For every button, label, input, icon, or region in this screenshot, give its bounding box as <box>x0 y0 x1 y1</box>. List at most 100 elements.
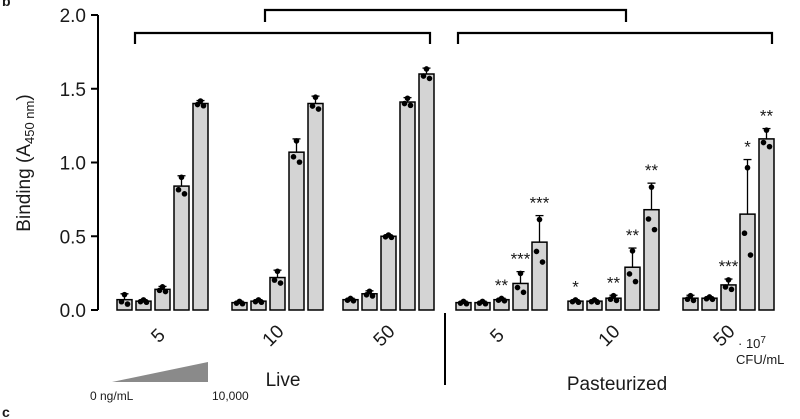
unit-multiplier: · 107 <box>738 335 766 351</box>
y-tick-label: 1.5 <box>60 80 86 101</box>
data-point <box>588 298 595 305</box>
data-point <box>766 143 773 150</box>
data-point <box>420 73 427 79</box>
dose-label: 50 <box>370 321 400 351</box>
data-point <box>476 300 483 306</box>
data-point <box>747 252 754 258</box>
data-point <box>309 103 316 109</box>
data-point <box>233 300 240 306</box>
data-point <box>296 159 303 165</box>
data-point <box>607 296 614 303</box>
data-point <box>760 139 767 146</box>
data-point <box>722 284 729 290</box>
bar <box>739 213 756 311</box>
data-point <box>118 298 125 305</box>
dose-label: 5 <box>147 325 169 347</box>
data-point <box>520 289 527 296</box>
data-point <box>495 297 502 303</box>
condition-label-pasteurized: Pasteurized <box>567 374 667 395</box>
comparison-brackets <box>133 8 774 44</box>
bar <box>380 235 397 311</box>
data-point <box>388 234 395 241</box>
significance-label: *** <box>719 257 739 276</box>
unit-multiplier-base: · 10 <box>738 336 760 351</box>
data-point <box>501 297 508 304</box>
significance-label: ** <box>495 276 509 295</box>
data-point <box>350 297 357 304</box>
data-point <box>156 287 163 294</box>
data-point <box>369 293 376 299</box>
data-point <box>709 296 716 303</box>
data-point <box>407 102 414 109</box>
bar <box>192 102 209 311</box>
data-point <box>121 291 128 298</box>
significance-label: ** <box>607 273 621 292</box>
data-point <box>648 184 655 190</box>
data-point <box>457 300 464 306</box>
data-point <box>517 270 524 277</box>
dose-label: 10 <box>259 321 289 351</box>
data-point <box>274 268 281 275</box>
significance-label: * <box>572 278 579 297</box>
y-axis-label-close: ) <box>14 94 35 100</box>
data-point <box>137 298 144 305</box>
panel-label-c: c <box>2 404 10 419</box>
data-point <box>763 127 770 133</box>
data-point <box>401 100 408 107</box>
data-point <box>426 75 433 82</box>
comparison-bracket <box>456 31 774 44</box>
comparison-bracket <box>263 8 628 22</box>
significance-label: ** <box>626 226 640 245</box>
data-point <box>290 154 297 160</box>
bar <box>399 101 416 311</box>
comparison-bracket <box>133 31 432 44</box>
bar <box>173 185 190 311</box>
bar <box>418 73 435 311</box>
data-point <box>703 295 710 302</box>
data-point <box>162 288 169 295</box>
y-axis-label-subscript: 450 nm <box>22 101 37 144</box>
data-point <box>181 191 188 197</box>
data-point <box>312 94 319 101</box>
y-axis-label-main: Binding (A <box>14 144 35 232</box>
y-tick-label: 0.0 <box>60 301 86 322</box>
data-point <box>423 66 430 72</box>
data-point <box>482 300 489 307</box>
data-point <box>463 300 470 307</box>
data-point <box>194 101 201 108</box>
bar <box>643 208 660 311</box>
y-tick-label: 0.5 <box>60 227 86 248</box>
significance-label: ** <box>645 161 659 180</box>
data-point <box>382 233 389 240</box>
gradient-label-high: 10,000 <box>212 389 249 403</box>
bar <box>758 138 775 311</box>
chart-marks: 5 10 50********5* ******10******50 <box>116 66 775 351</box>
data-point <box>632 278 639 285</box>
data-point <box>363 292 370 298</box>
data-point <box>533 248 540 255</box>
data-point <box>629 248 636 254</box>
data-point <box>575 299 582 306</box>
dose-label: 50 <box>710 321 740 351</box>
condition-label-live: Live <box>266 370 301 391</box>
significance-label: *** <box>511 250 531 269</box>
data-point <box>569 298 576 305</box>
data-point <box>645 216 652 222</box>
data-point <box>744 164 751 171</box>
data-point <box>613 297 620 304</box>
data-point <box>258 299 265 306</box>
bar <box>288 151 305 311</box>
data-point <box>252 298 259 305</box>
gradient-label-low: 0 ng/mL <box>90 389 134 403</box>
data-point <box>143 299 150 306</box>
data-point <box>315 106 322 112</box>
data-point <box>293 138 300 144</box>
significance-label: * <box>744 138 751 157</box>
data-point <box>200 102 207 109</box>
data-point <box>344 297 351 303</box>
data-point <box>404 95 411 102</box>
data-point <box>175 186 182 193</box>
data-point <box>594 299 601 306</box>
data-point <box>626 271 633 277</box>
